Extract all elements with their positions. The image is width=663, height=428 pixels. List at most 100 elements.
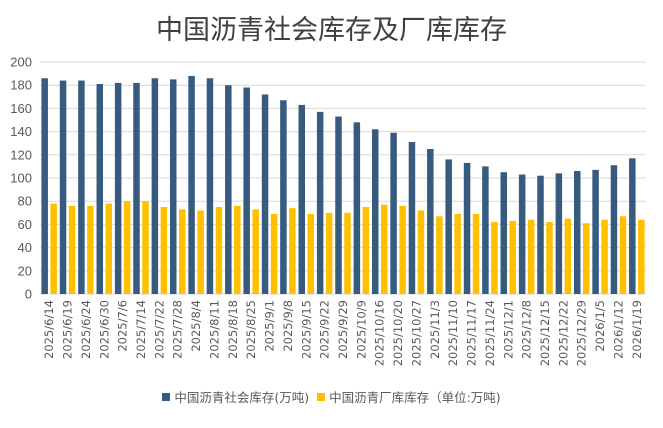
- bar-social-inventory[interactable]: [261, 94, 269, 294]
- x-tick-label: 2025/12/8: [520, 300, 534, 359]
- bar-factory-inventory[interactable]: [307, 213, 315, 294]
- x-tick-label: 2025/6/24: [79, 300, 93, 359]
- bar-social-inventory[interactable]: [41, 78, 48, 295]
- bar-factory-inventory[interactable]: [344, 212, 351, 294]
- legend-label-social-inventory: 中国沥青社会库存(万吨): [174, 390, 310, 405]
- bar-factory-inventory[interactable]: [105, 203, 113, 294]
- bar-factory-inventory[interactable]: [380, 204, 388, 294]
- bar-social-inventory[interactable]: [445, 159, 452, 294]
- bar-factory-inventory[interactable]: [417, 210, 425, 294]
- x-tick-label: 2025/6/14: [42, 300, 56, 359]
- x-tick-label: 2025/12/29: [575, 300, 589, 366]
- legend-item-social-inventory[interactable]: 中国沥青社会库存(万吨): [162, 387, 309, 406]
- bar-social-inventory[interactable]: [463, 162, 471, 294]
- bar-social-inventory[interactable]: [169, 79, 177, 295]
- x-tick-label: 2025/9/29: [336, 300, 350, 359]
- bar-factory-inventory[interactable]: [362, 207, 370, 294]
- x-tick-label: 2025/8/11: [207, 300, 221, 359]
- legend-swatch-social-inventory: [162, 392, 171, 401]
- bar-factory-inventory[interactable]: [87, 205, 94, 294]
- bar-social-inventory[interactable]: [78, 80, 85, 294]
- x-tick-label: 2025/11/3: [428, 300, 442, 359]
- x-tick-label: 2025/12/22: [556, 300, 570, 366]
- bar-factory-inventory[interactable]: [619, 216, 627, 294]
- bar-factory-inventory[interactable]: [325, 212, 333, 294]
- bar-factory-inventory[interactable]: [234, 205, 241, 294]
- x-tick-label: 2025/12/15: [538, 300, 552, 366]
- bar-social-inventory[interactable]: [59, 80, 67, 294]
- legend-item-factory-inventory[interactable]: 中国沥青厂库库存（单位:万吨): [317, 387, 501, 406]
- bar-factory-inventory[interactable]: [160, 207, 168, 294]
- bar-factory-inventory[interactable]: [50, 203, 57, 294]
- y-tick-label: 0: [25, 287, 32, 302]
- y-tick-label: 140: [10, 124, 32, 139]
- x-tick-label: 2025/11/10: [446, 300, 460, 366]
- bar-factory-inventory[interactable]: [142, 201, 149, 294]
- x-tick-label: 2025/7/6: [116, 300, 130, 352]
- bar-social-inventory[interactable]: [298, 104, 306, 294]
- bar-factory-inventory[interactable]: [509, 220, 517, 294]
- bar-factory-inventory[interactable]: [564, 218, 572, 294]
- bar-social-inventory[interactable]: [206, 78, 214, 295]
- y-tick-label: 80: [18, 194, 32, 209]
- gridlines: [40, 61, 646, 295]
- bar-social-inventory[interactable]: [500, 172, 508, 294]
- y-tick-label: 200: [10, 55, 32, 70]
- bar-factory-inventory[interactable]: [197, 210, 204, 294]
- bar-factory-inventory[interactable]: [491, 222, 498, 294]
- bar-factory-inventory[interactable]: [252, 209, 259, 294]
- x-axis-ticks: 2025/6/14 2025/6/19 2025/6/24 2025/6/30 2025…: [42, 300, 644, 366]
- bar-social-inventory[interactable]: [390, 132, 397, 294]
- bar-factory-inventory[interactable]: [527, 219, 535, 294]
- x-tick-label: 2025/9/22: [318, 300, 332, 359]
- x-tick-label: 2025/6/30: [97, 300, 111, 359]
- bar-factory-inventory[interactable]: [601, 219, 608, 294]
- bar-factory-inventory[interactable]: [454, 213, 461, 294]
- x-tick-label: 2025/9/15: [299, 300, 313, 359]
- bar-factory-inventory[interactable]: [289, 208, 296, 294]
- bar-social-inventory[interactable]: [610, 165, 618, 294]
- bar-factory-inventory[interactable]: [215, 207, 223, 294]
- y-tick-label: 20: [18, 263, 32, 278]
- bar-social-inventory[interactable]: [427, 149, 434, 294]
- bar-social-inventory[interactable]: [114, 82, 122, 294]
- x-tick-label: 2025/7/14: [134, 300, 148, 359]
- bar-social-inventory[interactable]: [353, 122, 361, 294]
- bar-social-inventory[interactable]: [573, 171, 581, 294]
- bar-factory-inventory[interactable]: [399, 205, 406, 294]
- bar-social-inventory[interactable]: [225, 85, 232, 294]
- bar-social-inventory[interactable]: [592, 169, 599, 294]
- bar-social-inventory[interactable]: [188, 75, 195, 294]
- bar-factory-inventory[interactable]: [123, 201, 131, 294]
- bars: [41, 75, 645, 295]
- bar-social-inventory[interactable]: [316, 111, 324, 294]
- bar-social-inventory[interactable]: [335, 116, 342, 295]
- x-tick-label: 2025/9/8: [281, 300, 295, 352]
- bar-factory-inventory[interactable]: [270, 213, 278, 294]
- bar-factory-inventory[interactable]: [582, 223, 590, 294]
- bar-social-inventory[interactable]: [518, 174, 526, 294]
- bar-factory-inventory[interactable]: [546, 222, 553, 294]
- bar-social-inventory[interactable]: [555, 173, 563, 294]
- chart-title: 中国沥青社会库存及厂库库存: [156, 15, 507, 46]
- bar-social-inventory[interactable]: [537, 175, 544, 294]
- bar-social-inventory[interactable]: [482, 166, 489, 294]
- x-tick-label: 2025/10/20: [391, 300, 405, 366]
- bar-social-inventory[interactable]: [243, 87, 250, 295]
- bar-social-inventory[interactable]: [408, 142, 416, 294]
- bar-factory-inventory[interactable]: [436, 216, 443, 294]
- bar-factory-inventory[interactable]: [638, 219, 645, 294]
- bar-social-inventory[interactable]: [629, 158, 636, 294]
- x-tick-label: 2025/10/16: [373, 300, 387, 366]
- bar-factory-inventory[interactable]: [472, 213, 480, 294]
- bar-social-inventory[interactable]: [96, 84, 104, 294]
- bar-social-inventory[interactable]: [133, 82, 140, 294]
- y-tick-label: 40: [18, 240, 32, 255]
- x-tick-label: 2026/1/5: [593, 300, 607, 352]
- bar-factory-inventory[interactable]: [68, 205, 76, 294]
- bar-social-inventory[interactable]: [371, 129, 379, 294]
- bar-social-inventory[interactable]: [280, 100, 287, 294]
- legend-swatch-factory-inventory: [317, 392, 326, 401]
- bar-factory-inventory[interactable]: [178, 209, 186, 294]
- bar-social-inventory[interactable]: [151, 78, 159, 295]
